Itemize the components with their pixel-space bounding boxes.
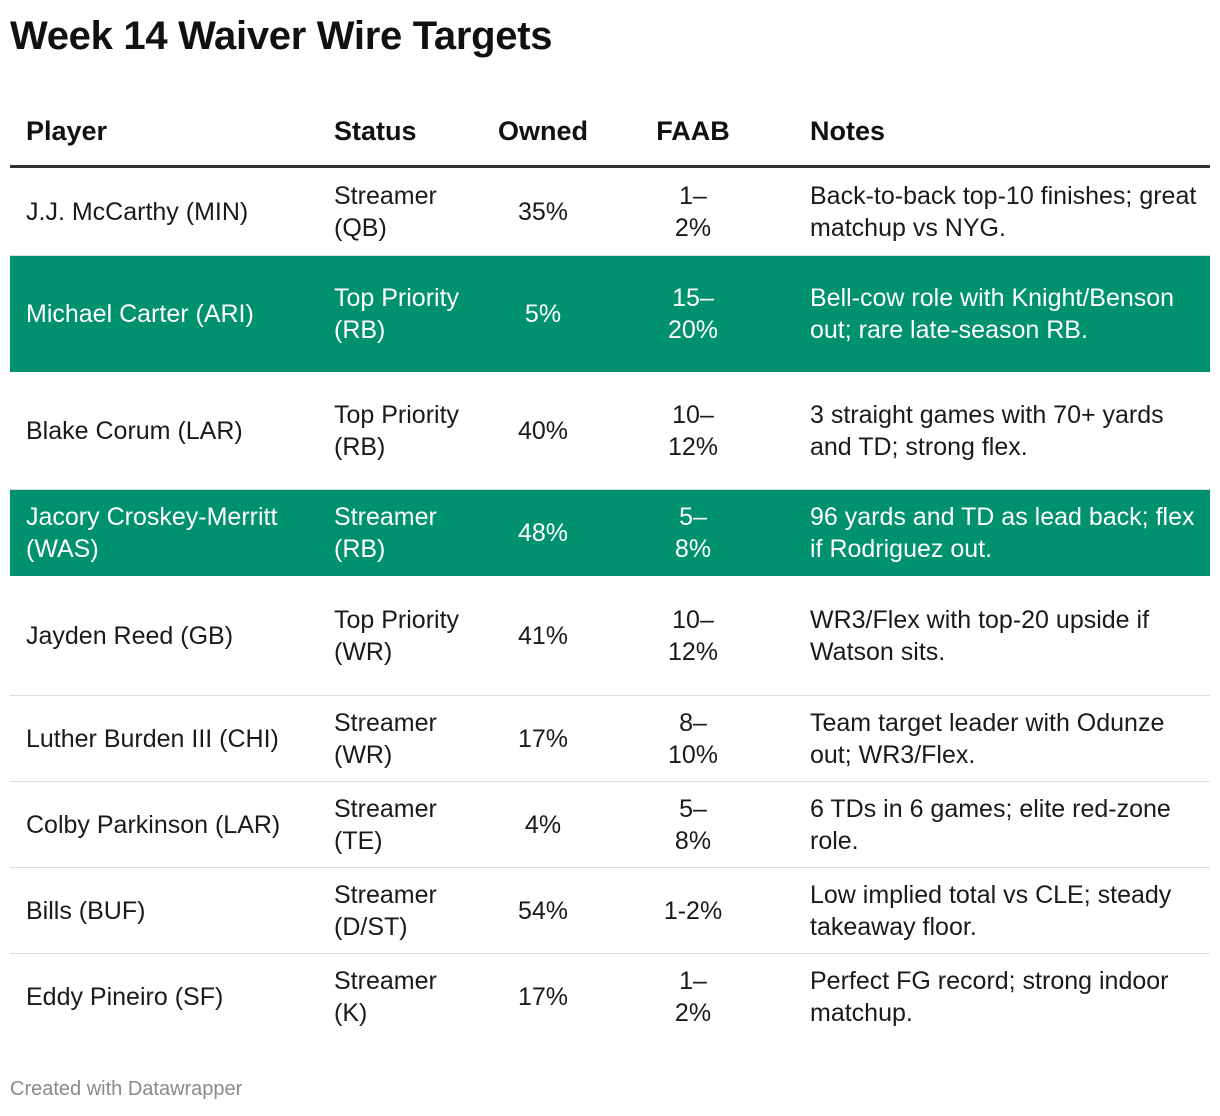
notes-cell: 96 yards and TD as lead back; flex if Ro… [810, 502, 1195, 563]
table-row: Eddy Pineiro (SF) Streamer (K) 17% 1–2% … [10, 954, 1210, 1040]
table-row: Michael Carter (ARI) Top Priority (RB) 5… [10, 256, 1210, 372]
faab-cell: 1-2% [663, 896, 723, 925]
owned-cell: 5% [524, 299, 562, 328]
column-header-player: Player [26, 116, 108, 146]
notes-cell: Bell-cow role with Knight/Benson out; ra… [810, 283, 1175, 344]
status-cell: Top Priority (WR) [334, 605, 460, 666]
faab-cell: 5–8% [674, 502, 712, 563]
notes-cell: 6 TDs in 6 games; elite red-zone role. [810, 794, 1171, 855]
player-cell: Colby Parkinson (LAR) [26, 810, 281, 839]
player-cell: Michael Carter (ARI) [26, 299, 254, 328]
faab-cell: 1–2% [674, 181, 712, 242]
page-title: Week 14 Waiver Wire Targets [10, 14, 553, 58]
player-cell: J.J. McCarthy (MIN) [26, 197, 249, 226]
player-cell: Luther Burden III (CHI) [26, 724, 279, 753]
column-header-notes: Notes [810, 116, 886, 146]
status-cell: Top Priority (RB) [334, 400, 460, 461]
player-cell: Eddy Pineiro (SF) [26, 983, 224, 1011]
owned-cell: 48% [517, 518, 569, 547]
player-cell: Jayden Reed (GB) [26, 621, 234, 650]
table-row: Luther Burden III (CHI) Streamer (WR) 17… [10, 696, 1210, 782]
datawrapper-credit: Created with Datawrapper [10, 1078, 243, 1100]
column-header-status: Status [334, 116, 417, 146]
notes-cell: Low implied total vs CLE; steady takeawa… [810, 880, 1172, 941]
faab-cell: 5–8% [674, 794, 712, 855]
owned-cell: 54% [517, 896, 569, 925]
table-row: Colby Parkinson (LAR) Streamer (TE) 4% 5… [10, 782, 1210, 868]
notes-cell: Team target leader with Odunze out; WR3/… [810, 708, 1165, 769]
faab-cell: 1–2% [674, 967, 712, 1027]
waiver-table: Player Status Owned FAAB Notes J.J. McCa… [10, 98, 1210, 1040]
status-cell: Streamer (WR) [334, 708, 437, 769]
status-cell: Streamer (QB) [334, 181, 437, 242]
table-row: Bills (BUF) Streamer (D/ST) 54% 1-2% Low… [10, 868, 1210, 954]
table-row: Jacory Croskey-Merritt (WAS) Streamer (R… [10, 490, 1210, 576]
owned-cell: 35% [517, 197, 569, 226]
table-header: Player Status Owned FAAB Notes [10, 98, 1210, 168]
owned-cell: 17% [517, 724, 569, 753]
status-cell: Streamer (RB) [334, 502, 437, 563]
owned-cell: 40% [517, 416, 569, 445]
faab-cell: 10–12% [667, 400, 719, 461]
column-header-owned: Owned [497, 116, 588, 146]
notes-cell: Perfect FG record; strong indoor matchup… [810, 967, 1169, 1027]
player-cell: Blake Corum (LAR) [26, 416, 243, 445]
player-cell: Jacory Croskey-Merritt (WAS) [26, 502, 278, 563]
owned-cell: 41% [517, 621, 569, 650]
owned-cell: 4% [524, 810, 562, 839]
player-cell: Bills (BUF) [26, 896, 146, 925]
status-cell: Top Priority (RB) [334, 283, 460, 344]
faab-cell: 15–20% [667, 283, 719, 344]
notes-cell: WR3/Flex with top-20 upside if Watson si… [810, 605, 1150, 666]
table-row: Blake Corum (LAR) Top Priority (RB) 40% … [10, 372, 1210, 490]
table-row: J.J. McCarthy (MIN) Streamer (QB) 35% 1–… [10, 168, 1210, 256]
status-cell: Streamer (K) [334, 967, 437, 1027]
status-cell: Streamer (TE) [334, 794, 437, 855]
column-header-faab: FAAB [656, 116, 730, 146]
notes-cell: 3 straight games with 70+ yards and TD; … [810, 400, 1164, 461]
status-cell: Streamer (D/ST) [334, 880, 437, 941]
faab-cell: 10–12% [667, 605, 719, 666]
notes-cell: Back-to-back top-10 finishes; great matc… [810, 181, 1197, 242]
owned-cell: 17% [517, 983, 569, 1011]
table-row: Jayden Reed (GB) Top Priority (WR) 41% 1… [10, 576, 1210, 696]
faab-cell: 8–10% [667, 708, 719, 769]
